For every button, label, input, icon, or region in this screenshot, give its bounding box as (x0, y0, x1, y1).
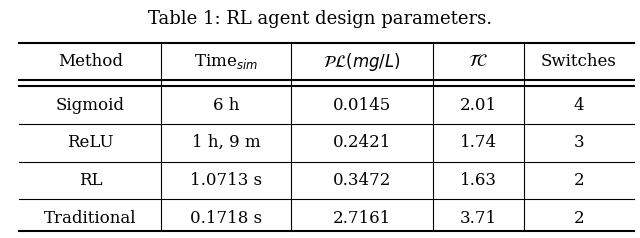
Text: Traditional: Traditional (44, 209, 136, 227)
Text: 2.7161: 2.7161 (333, 209, 391, 227)
Text: 1.0713 s: 1.0713 s (190, 172, 262, 189)
Text: 1.74: 1.74 (460, 134, 497, 151)
Text: 6 h: 6 h (213, 97, 239, 114)
Text: ReLU: ReLU (67, 134, 113, 151)
Text: $\mathcal{TC}$: $\mathcal{TC}$ (468, 53, 488, 70)
Text: Table 1: RL agent design parameters.: Table 1: RL agent design parameters. (148, 10, 492, 28)
Text: 1 h, 9 m: 1 h, 9 m (192, 134, 260, 151)
Text: RL: RL (79, 172, 102, 189)
Text: 2: 2 (573, 172, 584, 189)
Text: 0.3472: 0.3472 (333, 172, 391, 189)
Text: 2.01: 2.01 (460, 97, 497, 114)
Text: 0.2421: 0.2421 (333, 134, 391, 151)
Text: 2: 2 (573, 209, 584, 227)
Text: Sigmoid: Sigmoid (56, 97, 125, 114)
Text: 4: 4 (573, 97, 584, 114)
Text: 0.0145: 0.0145 (333, 97, 391, 114)
Text: Switches: Switches (541, 53, 616, 70)
Text: 3: 3 (573, 134, 584, 151)
Text: 0.1718 s: 0.1718 s (190, 209, 262, 227)
Text: Method: Method (58, 53, 123, 70)
Text: $\mathcal{PL}(mg/L)$: $\mathcal{PL}(mg/L)$ (323, 51, 401, 73)
Text: 1.63: 1.63 (460, 172, 497, 189)
Text: Time$_{sim}$: Time$_{sim}$ (194, 52, 258, 71)
Text: 3.71: 3.71 (460, 209, 497, 227)
